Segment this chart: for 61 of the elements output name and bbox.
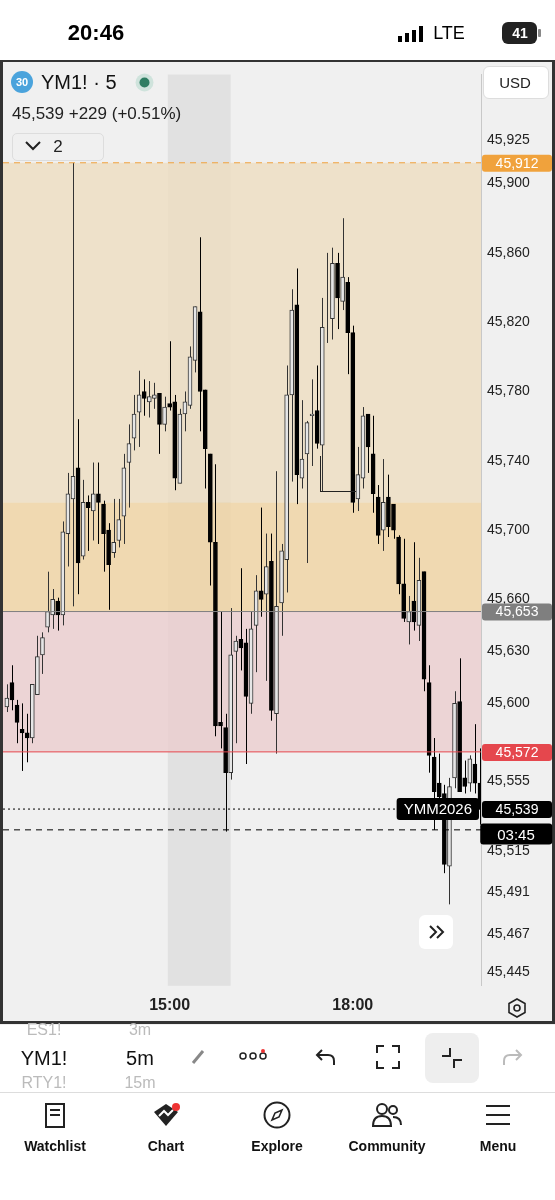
y-tick-label: 45,860 xyxy=(487,243,531,260)
annotation: YMM2026 xyxy=(403,800,473,818)
text: 45,539 +229 (+0.51%) xyxy=(12,103,182,123)
candlestick xyxy=(162,396,167,432)
y-tick-label: 45,445 xyxy=(487,962,531,979)
text: LTE xyxy=(433,23,465,43)
y-tick-label: 45,820 xyxy=(487,313,531,330)
candlestick xyxy=(116,498,122,548)
y-tick-label: 45,630 xyxy=(487,642,531,659)
ref-line-label: 45,912 xyxy=(495,154,539,171)
candlestick xyxy=(462,760,468,794)
x-tick-label: 15:00 xyxy=(149,995,191,1013)
y-tick-label: 45,700 xyxy=(487,520,531,537)
chart-title: YM1! · 5 xyxy=(41,71,117,93)
text: Explore xyxy=(251,1138,303,1154)
text: USD xyxy=(499,73,531,91)
text: 15m xyxy=(124,1074,156,1091)
text: 20:46 xyxy=(67,20,125,45)
text: Watchlist xyxy=(24,1138,86,1154)
candlestick xyxy=(96,462,101,545)
candlestick xyxy=(40,631,45,675)
text: RTY1! xyxy=(21,1074,67,1091)
candlestick xyxy=(233,635,239,744)
text: 41 xyxy=(512,25,528,41)
candlestick xyxy=(55,597,61,632)
y-tick-label: 45,555 xyxy=(487,772,531,789)
candlestick xyxy=(152,382,157,410)
candlestick xyxy=(146,380,152,418)
candlestick xyxy=(45,571,50,633)
text: 3m xyxy=(128,1021,152,1038)
text: ES1! xyxy=(26,1021,62,1038)
annotation: 2 xyxy=(53,136,63,156)
y-tick-label: 45,925 xyxy=(487,131,531,148)
candlestick xyxy=(111,498,117,559)
candlestick xyxy=(24,713,30,763)
text: Menu xyxy=(479,1138,517,1154)
candlestick xyxy=(258,507,264,618)
text: YM1! xyxy=(20,1047,68,1069)
candlestick xyxy=(50,588,55,630)
candlestick xyxy=(406,595,412,645)
annotation: 30 xyxy=(15,75,29,88)
candlestick xyxy=(91,462,96,541)
y-tick-label: 45,900 xyxy=(487,174,531,191)
text: Chart xyxy=(147,1138,185,1154)
y-tick-label: 45,600 xyxy=(487,694,531,711)
text: 03:45 xyxy=(480,823,552,845)
ref-line-label: 45,572 xyxy=(495,743,539,760)
text: Community xyxy=(348,1138,426,1154)
ref-line-label: 45,539 xyxy=(495,800,539,817)
x-tick-label: 18:00 xyxy=(332,995,374,1013)
candlestick xyxy=(167,340,172,412)
text: 5m xyxy=(126,1047,154,1069)
candlestick xyxy=(467,754,473,793)
y-tick-label: 45,740 xyxy=(487,451,531,468)
y-tick-label: 45,780 xyxy=(487,382,531,399)
candlestick xyxy=(85,494,91,552)
candlestick xyxy=(141,378,147,417)
y-tick-label: 45,467 xyxy=(487,924,531,941)
candlestick xyxy=(218,611,223,749)
candlestick xyxy=(340,217,345,311)
y-tick-label: 45,491 xyxy=(487,883,531,900)
